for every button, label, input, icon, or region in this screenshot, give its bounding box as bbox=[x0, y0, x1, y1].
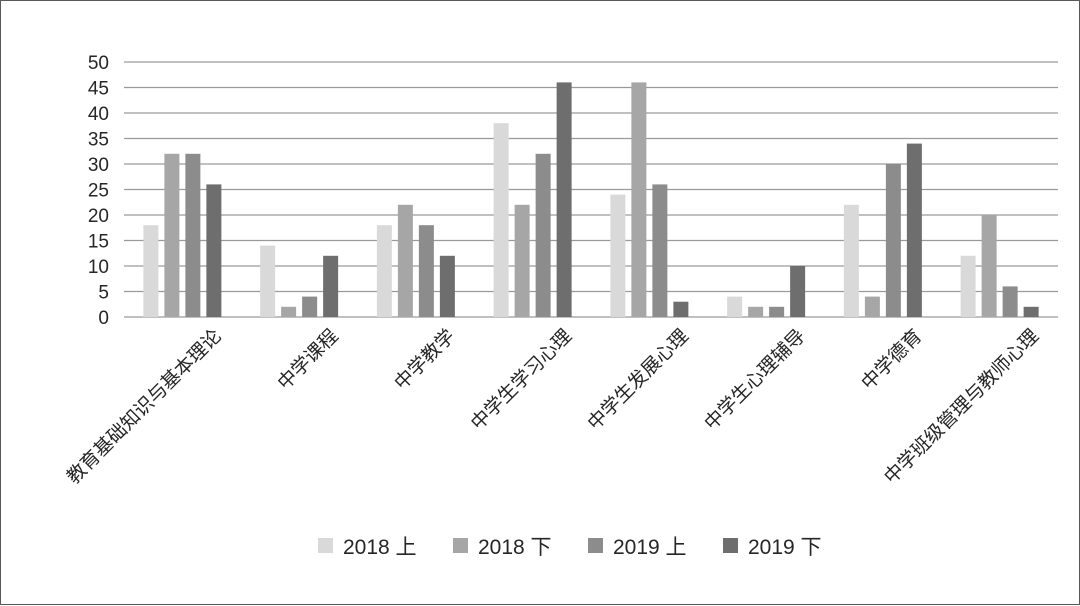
bar-4-3 bbox=[535, 153, 551, 317]
x-category-label: 中学生心理辅导 bbox=[700, 325, 810, 435]
y-tick-label: 5 bbox=[98, 283, 109, 304]
bar-8-3 bbox=[1002, 286, 1018, 317]
bar-8-2 bbox=[981, 215, 997, 317]
x-category-label: 中学生学习心理 bbox=[467, 325, 577, 435]
legend-swatch bbox=[723, 538, 738, 553]
y-tick-label: 45 bbox=[88, 79, 109, 100]
legend: 2018 上 2018 下 2019 上 2019 下 bbox=[318, 536, 822, 559]
y-tick-label: 35 bbox=[88, 130, 109, 151]
bar-1-4 bbox=[206, 184, 222, 317]
bar-1-3 bbox=[185, 153, 201, 317]
legend-label: 2018 上 bbox=[343, 536, 417, 559]
legend-label: 2019 下 bbox=[748, 536, 822, 559]
bar-2-1 bbox=[260, 245, 276, 317]
bar-6-2 bbox=[748, 306, 764, 317]
bar-8-4 bbox=[1023, 306, 1039, 317]
bar-7-1 bbox=[843, 204, 859, 317]
gridlines bbox=[124, 61, 1058, 318]
y-tick-label: 50 bbox=[88, 53, 109, 74]
bar-3-1 bbox=[376, 225, 392, 317]
bar-6-4 bbox=[790, 266, 806, 317]
y-tick-label: 0 bbox=[98, 308, 109, 329]
bar-2-4 bbox=[323, 255, 339, 317]
bar-7-2 bbox=[864, 296, 880, 317]
x-category-label: 中学生发展心理 bbox=[583, 325, 693, 435]
bar-7-3 bbox=[885, 164, 901, 317]
bar-5-1 bbox=[610, 194, 626, 317]
y-tick-label: 20 bbox=[88, 206, 109, 227]
bar-3-3 bbox=[418, 225, 434, 317]
y-tick-label: 15 bbox=[88, 232, 109, 253]
bar-2-2 bbox=[281, 306, 297, 317]
y-tick-label: 25 bbox=[88, 181, 109, 202]
y-tick-label: 10 bbox=[88, 257, 109, 278]
bar-5-2 bbox=[631, 82, 647, 318]
bar-5-4 bbox=[673, 301, 689, 317]
legend-swatch bbox=[453, 538, 468, 553]
bars bbox=[143, 82, 1039, 318]
x-category-label: 中学德育 bbox=[857, 325, 926, 394]
bar-1-2 bbox=[164, 153, 180, 317]
legend-label: 2019 上 bbox=[613, 536, 687, 559]
bar-3-2 bbox=[397, 204, 413, 317]
bar-4-2 bbox=[514, 204, 530, 317]
legend-label: 2018 下 bbox=[478, 536, 552, 559]
y-tick-label: 40 bbox=[88, 104, 109, 125]
bar-5-3 bbox=[652, 184, 668, 317]
bar-1-1 bbox=[143, 225, 159, 317]
bar-8-1 bbox=[960, 255, 976, 317]
x-category-label: 中学课程 bbox=[273, 325, 342, 394]
y-axis: 0 5 10 15 20 25 30 35 40 45 50 bbox=[88, 53, 109, 329]
bar-6-3 bbox=[769, 306, 785, 317]
bar-3-4 bbox=[439, 255, 455, 317]
y-tick-label: 30 bbox=[88, 155, 109, 176]
bar-7-4 bbox=[906, 143, 922, 317]
bar-4-1 bbox=[493, 123, 509, 317]
legend-swatch bbox=[588, 538, 603, 553]
x-category-label: 中学教学 bbox=[390, 325, 459, 394]
x-axis: 教育基础知识与基本理论 中学课程 中学教学 中学生学习心理 中学生发展心理 中学生心理辅导… bbox=[63, 325, 1044, 488]
legend-swatch bbox=[318, 538, 333, 553]
x-category-label: 教育基础知识与基本理论 bbox=[63, 325, 226, 488]
bar-2-3 bbox=[302, 296, 318, 317]
bar-4-4 bbox=[556, 82, 572, 318]
bar-6-1 bbox=[727, 296, 743, 317]
